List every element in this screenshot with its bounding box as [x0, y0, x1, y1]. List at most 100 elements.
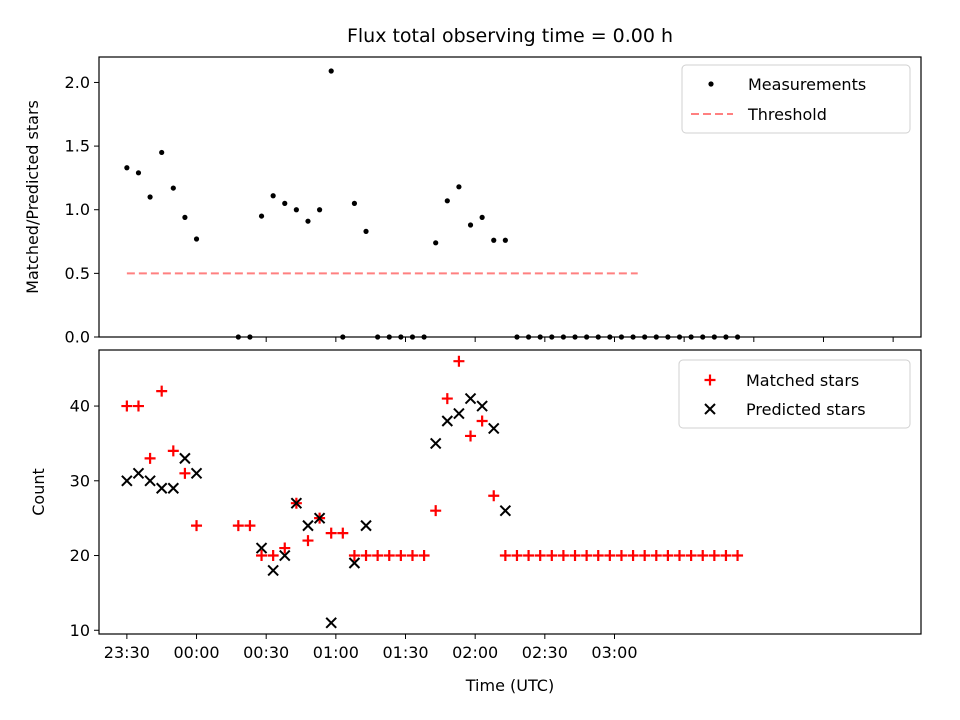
measurement-point: [456, 184, 462, 190]
matched-star-marker: [453, 355, 465, 367]
matched-star-marker: [546, 550, 558, 562]
measurement-point: [293, 207, 299, 213]
predicted-star-marker: [255, 542, 268, 554]
measurement-point: [386, 334, 392, 340]
measurement-point: [537, 334, 543, 340]
matched-star-marker: [144, 452, 156, 464]
predicted-star-marker: [302, 519, 314, 532]
predicted-star-marker: [155, 482, 168, 494]
matched-star-marker: [732, 550, 744, 562]
matched-star-marker: [348, 550, 360, 562]
bottom-ytick-label: 40: [70, 397, 90, 416]
top-legend-box: [681, 64, 911, 134]
matched-star-marker: [615, 550, 627, 562]
measurement-point: [124, 165, 130, 171]
bottom-xlabel: Time (UTC): [465, 676, 554, 695]
measurement-point: [479, 214, 485, 220]
bottom-legend-box: [678, 359, 911, 429]
measurement-point: [642, 334, 648, 340]
measurement-point: [618, 334, 625, 340]
predicted-star-marker: [313, 512, 326, 524]
measurement-point: [375, 334, 381, 340]
bottom-ytick-label: 30: [70, 471, 90, 490]
predicted-star-marker: [167, 482, 180, 494]
bottom-xtick-label: 23:30: [104, 643, 150, 662]
top-ytick-label: 1.5: [65, 137, 90, 156]
matched-star-marker: [302, 535, 314, 547]
measurement-point: [363, 228, 369, 234]
matched-star-marker: [720, 550, 732, 562]
bottom-axes-frame: [98, 349, 922, 635]
top-ylabel: Matched/Predicted stars: [23, 100, 42, 294]
measurement-point: [723, 334, 729, 340]
matched-star-marker: [279, 542, 291, 554]
matched-star-marker: [534, 550, 546, 562]
matched-star-marker: [441, 393, 453, 405]
measurement-point: [700, 334, 706, 340]
matched-star-marker: [627, 550, 639, 562]
measurement-point: [235, 334, 241, 340]
predicted-star-marker: [325, 617, 337, 629]
matched-star-marker: [406, 550, 418, 562]
measurement-point: [433, 240, 439, 246]
measurement-point: [514, 334, 520, 340]
measurement-point: [409, 334, 416, 340]
matched-star-marker: [337, 527, 349, 539]
legend-marker-matched-stars: [704, 374, 716, 386]
predicted-star-marker: [290, 497, 303, 509]
matched-star-marker: [395, 550, 407, 562]
matched-star-marker: [557, 550, 569, 562]
predicted-star-marker: [476, 400, 488, 412]
bottom-xtick-label: 00:30: [243, 643, 289, 662]
legend-marker-measurements: [708, 81, 714, 87]
bottom-ytick-label: 10: [70, 621, 90, 640]
predicted-star-marker: [429, 437, 442, 450]
matched-star-marker: [708, 550, 720, 562]
matched-star-marker: [674, 550, 686, 562]
measurement-point: [467, 222, 474, 228]
measurement-point: [270, 193, 276, 199]
measurement-point: [340, 334, 346, 340]
measurement-point: [282, 200, 288, 206]
matched-star-marker: [430, 505, 442, 517]
measurement-point: [560, 334, 567, 340]
predicted-star-marker: [464, 392, 477, 405]
matched-star-marker: [581, 550, 593, 562]
bottom-legend: Matched stars Predicted stars: [678, 359, 911, 429]
matched-star-marker: [604, 550, 616, 562]
predicted-star-marker: [488, 422, 500, 435]
matched-star-marker: [325, 527, 337, 539]
matched-star-marker: [569, 550, 581, 562]
measurement-point: [653, 334, 659, 340]
measurement-point: [572, 334, 578, 340]
legend-label-predicted-stars: Predicted stars: [746, 400, 866, 419]
matched-star-marker: [592, 550, 604, 562]
predicted-star-marker: [179, 452, 191, 465]
legend-label-matched-stars: Matched stars: [746, 371, 859, 390]
predicted-star-marker: [360, 519, 372, 532]
matched-star-marker: [523, 550, 535, 562]
predicted-star-marker: [267, 564, 279, 577]
matched-star-marker: [685, 550, 697, 562]
measurement-point: [502, 237, 508, 243]
matched-star-marker: [244, 520, 256, 532]
measurement-point: [258, 213, 265, 219]
chart-title: Flux total observing time = 0.00 h: [347, 25, 673, 47]
matched-star-marker: [372, 550, 384, 562]
bottom-xtick-label: 02:30: [522, 643, 568, 662]
measurement-point: [525, 334, 532, 340]
matched-star-marker: [256, 550, 268, 562]
legend-label-threshold: Threshold: [747, 105, 827, 124]
bottom-ylabel: Count: [29, 468, 48, 516]
matched-star-marker: [662, 550, 674, 562]
matched-star-marker: [488, 490, 500, 502]
predicted-star-marker: [144, 475, 156, 487]
top-legend: Measurements Threshold: [681, 64, 911, 134]
top-ytick-label: 2.0: [65, 73, 90, 92]
measurement-point: [444, 198, 450, 204]
measurement-point: [665, 334, 671, 340]
predicted-star-marker: [453, 407, 465, 420]
top-ytick-label: 1.0: [65, 200, 90, 219]
matched-star-marker: [476, 415, 488, 427]
